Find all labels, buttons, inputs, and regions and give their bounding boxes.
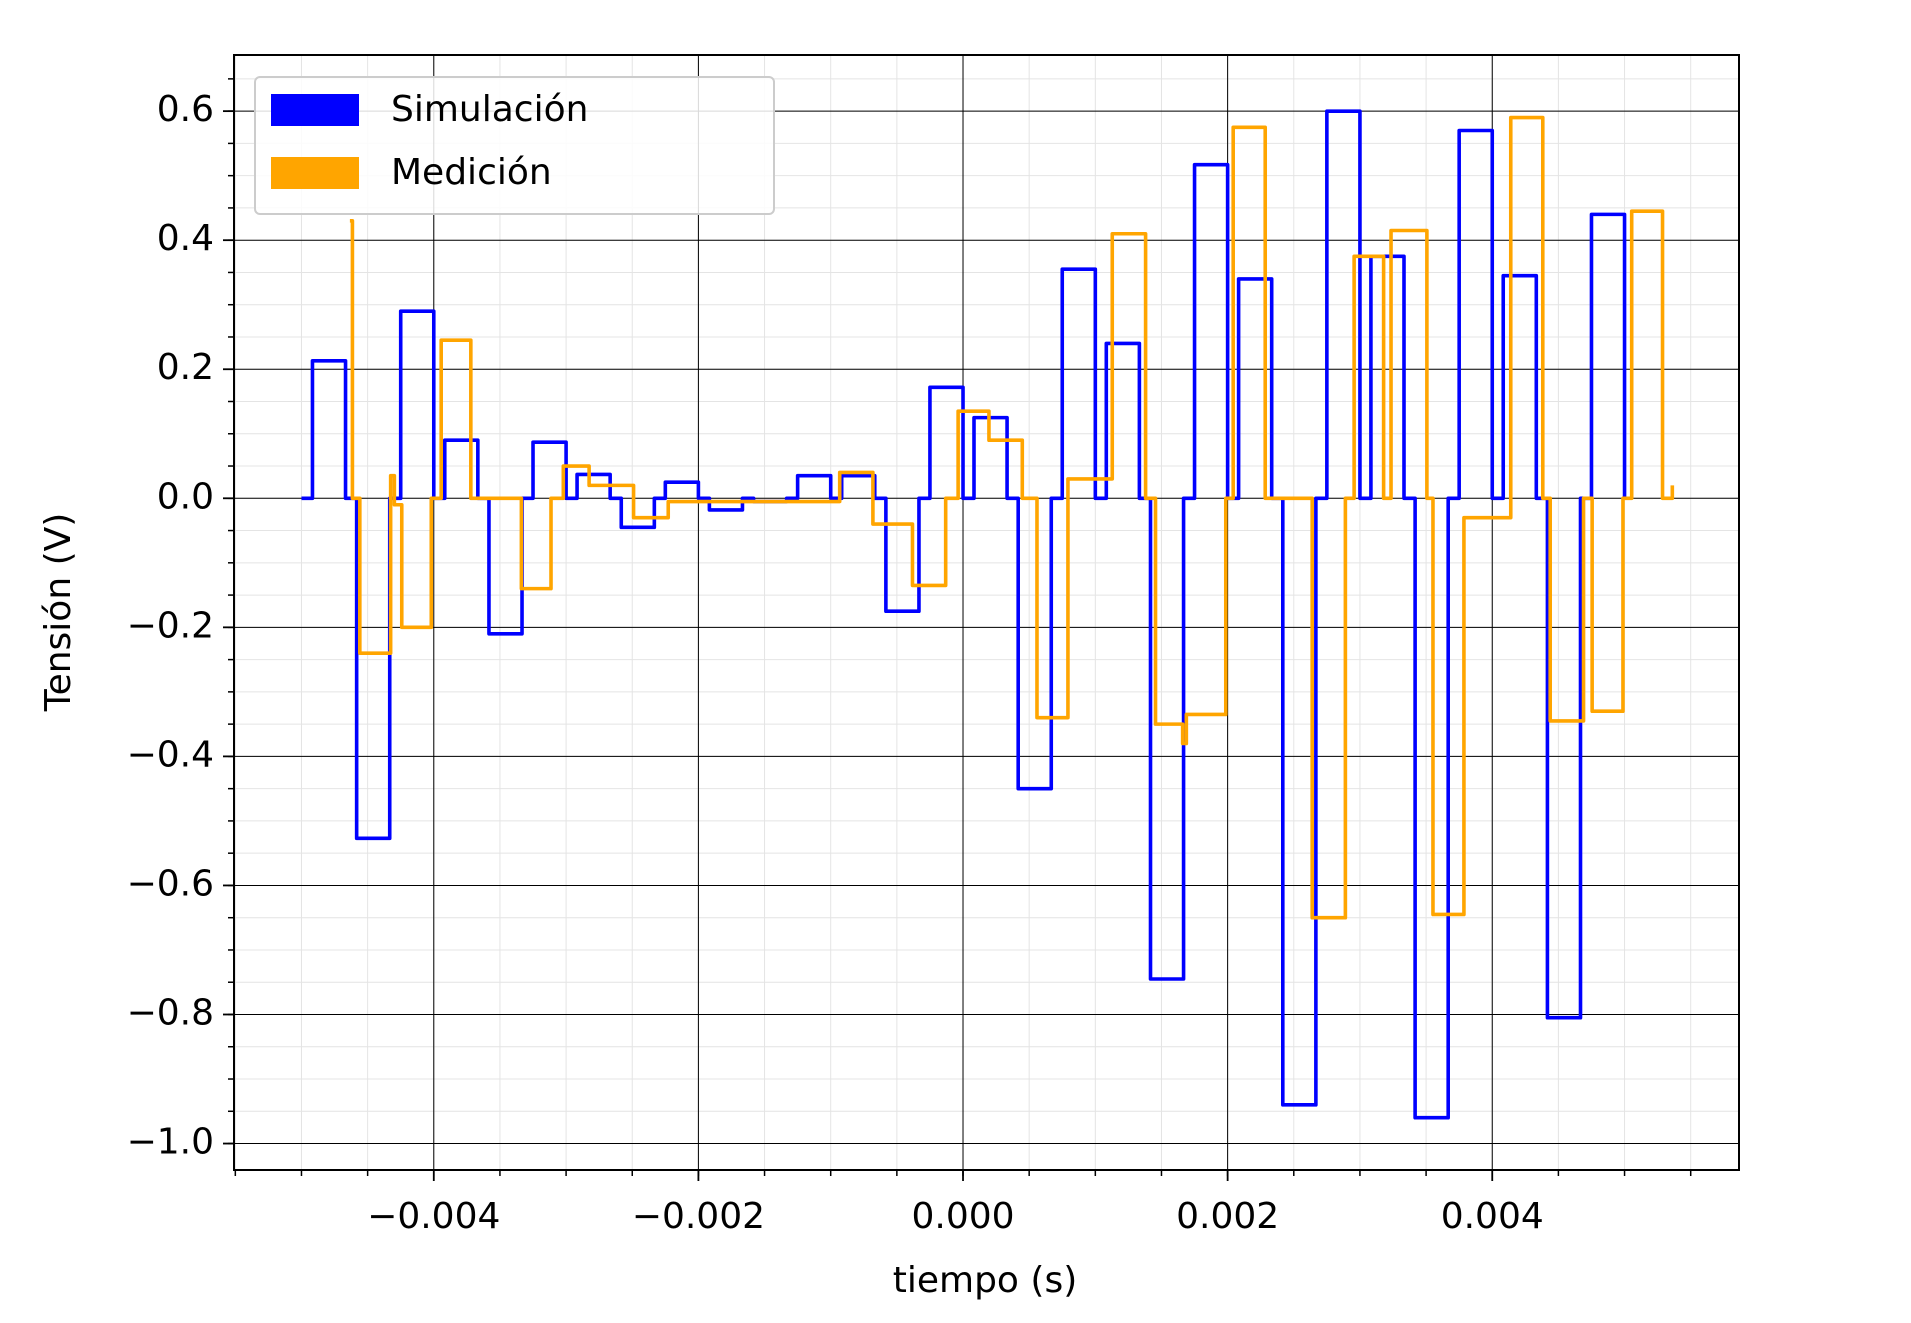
legend-swatch bbox=[271, 157, 359, 189]
x-axis-label: tiempo (s) bbox=[893, 1260, 1078, 1301]
y-tick-label: −0.2 bbox=[127, 605, 214, 646]
y-tick-label: −0.8 bbox=[127, 992, 214, 1033]
x-tick-label: −0.002 bbox=[632, 1196, 765, 1237]
legend-box bbox=[254, 76, 775, 215]
y-tick-label: −0.6 bbox=[127, 863, 214, 904]
y-tick-label: −1.0 bbox=[127, 1122, 214, 1163]
legend-label: Simulación bbox=[391, 89, 588, 130]
y-tick-label: 0.6 bbox=[157, 89, 214, 130]
legend-label: Medición bbox=[391, 152, 552, 193]
x-tick-label: 0.004 bbox=[1441, 1196, 1544, 1237]
x-tick-label: −0.004 bbox=[367, 1196, 500, 1237]
y-tick-label: −0.4 bbox=[127, 734, 214, 775]
y-tick-label: 0.4 bbox=[157, 218, 214, 259]
series-line bbox=[349, 115, 1675, 920]
legend-swatch bbox=[271, 94, 359, 126]
x-tick-label: 0.000 bbox=[911, 1196, 1014, 1237]
plot-frame bbox=[233, 54, 1740, 1171]
y-tick-label: 0.0 bbox=[157, 476, 214, 517]
y-axis-label: Tensión (V) bbox=[38, 513, 79, 713]
y-tick-label: 0.2 bbox=[157, 347, 214, 388]
x-tick-label: 0.002 bbox=[1176, 1196, 1279, 1237]
